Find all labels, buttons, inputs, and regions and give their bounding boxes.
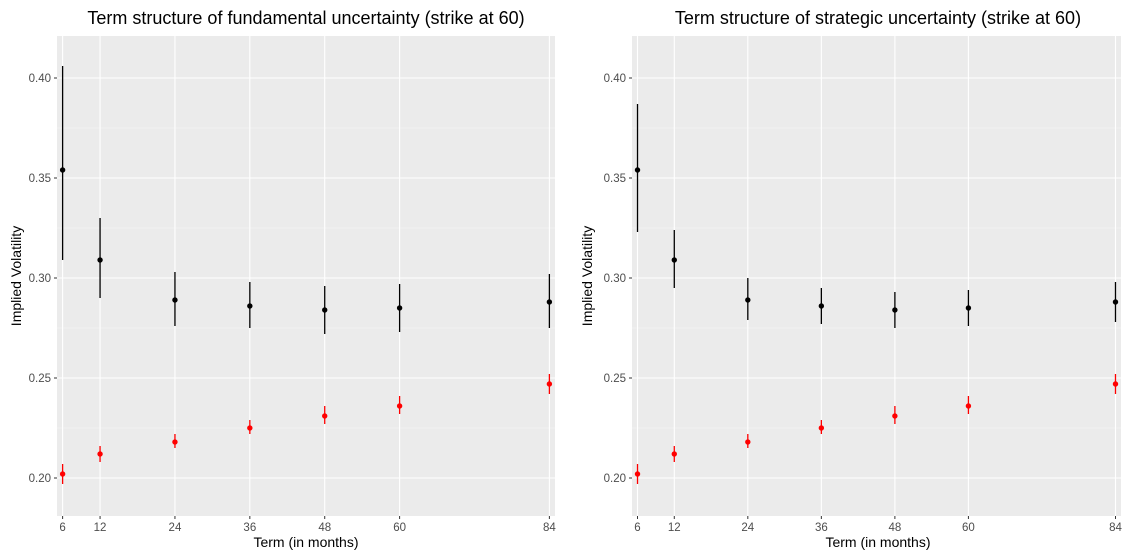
minor-gridlines (632, 127, 1121, 429)
data-point (634, 471, 641, 477)
data-point (396, 305, 403, 311)
x-tick-label: 6 (59, 522, 65, 534)
x-tick-label: 12 (668, 522, 681, 534)
y-tick-label: 0.30 (29, 273, 51, 285)
chart-fundamental-uncertainty: Term structure of fundamental uncertaint… (8, 8, 556, 550)
x-tick-label: 36 (243, 522, 256, 534)
chart-title: Term structure of strategic uncertainty … (675, 8, 1081, 28)
plot-panel (632, 36, 1121, 516)
data-point (322, 413, 328, 419)
x-axis-ticks: 6 12 24 36 48 60 84 (59, 516, 556, 534)
x-tick-label: 48 (888, 522, 901, 534)
y-axis-label: Implied Volatility (579, 226, 595, 326)
data-point (97, 451, 103, 457)
data-point (745, 297, 751, 303)
y-tick-label: 0.35 (29, 173, 51, 185)
data-point (892, 307, 898, 313)
data-point (322, 307, 328, 313)
data-marks (59, 66, 553, 484)
x-tick-label: 60 (393, 522, 406, 534)
data-point (892, 413, 898, 419)
data-point (247, 303, 253, 309)
y-tick-label: 0.40 (29, 73, 51, 85)
y-tick-label: 0.40 (604, 73, 626, 85)
x-axis-ticks: 6 12 24 36 48 60 84 (634, 516, 1122, 534)
y-tick-label: 0.30 (604, 273, 626, 285)
x-tick-label: 36 (815, 522, 828, 534)
x-tick-label: 12 (94, 522, 107, 534)
data-point (97, 257, 103, 263)
x-tick-label: 6 (634, 522, 640, 534)
data-point (172, 297, 178, 303)
data-point (59, 471, 66, 477)
y-tick-label: 0.20 (604, 473, 626, 485)
y-tick-label: 0.20 (29, 473, 51, 485)
x-tick-label: 24 (169, 522, 182, 534)
data-point (396, 403, 403, 409)
data-point (247, 425, 253, 431)
x-axis-label: Term (in months) (825, 534, 930, 550)
data-point (671, 257, 677, 263)
y-tick-label: 0.35 (604, 173, 626, 185)
data-point (1112, 381, 1119, 387)
plot-panel (57, 36, 555, 516)
data-point (172, 439, 178, 445)
data-point (1112, 299, 1119, 305)
data-point (546, 381, 553, 387)
data-point (965, 305, 972, 311)
y-axis-ticks: 0.20 0.25 0.30 0.35 0.40 (604, 73, 632, 485)
data-point (965, 403, 972, 409)
y-axis-ticks: 0.20 0.25 0.30 0.35 0.40 (29, 73, 57, 485)
data-marks (634, 104, 1119, 484)
chart-strategic-uncertainty: Term structure of strategic uncertainty … (579, 8, 1122, 550)
y-tick-label: 0.25 (29, 373, 51, 385)
data-point (546, 299, 553, 305)
major-gridlines (57, 36, 555, 516)
x-tick-label: 84 (1109, 522, 1122, 534)
x-tick-label: 84 (543, 522, 556, 534)
x-tick-label: 24 (741, 522, 754, 534)
x-tick-label: 48 (318, 522, 331, 534)
data-point (818, 303, 825, 309)
data-point (634, 167, 641, 173)
chart-title: Term structure of fundamental uncertaint… (87, 8, 524, 28)
x-axis-label: Term (in months) (253, 534, 358, 550)
data-point (745, 439, 751, 445)
data-point (818, 425, 825, 431)
data-point (59, 167, 66, 173)
y-tick-label: 0.25 (604, 373, 626, 385)
x-tick-label: 60 (962, 522, 975, 534)
minor-gridlines (57, 127, 555, 429)
y-axis-label: Implied Volatility (8, 226, 24, 326)
data-point (671, 451, 677, 457)
